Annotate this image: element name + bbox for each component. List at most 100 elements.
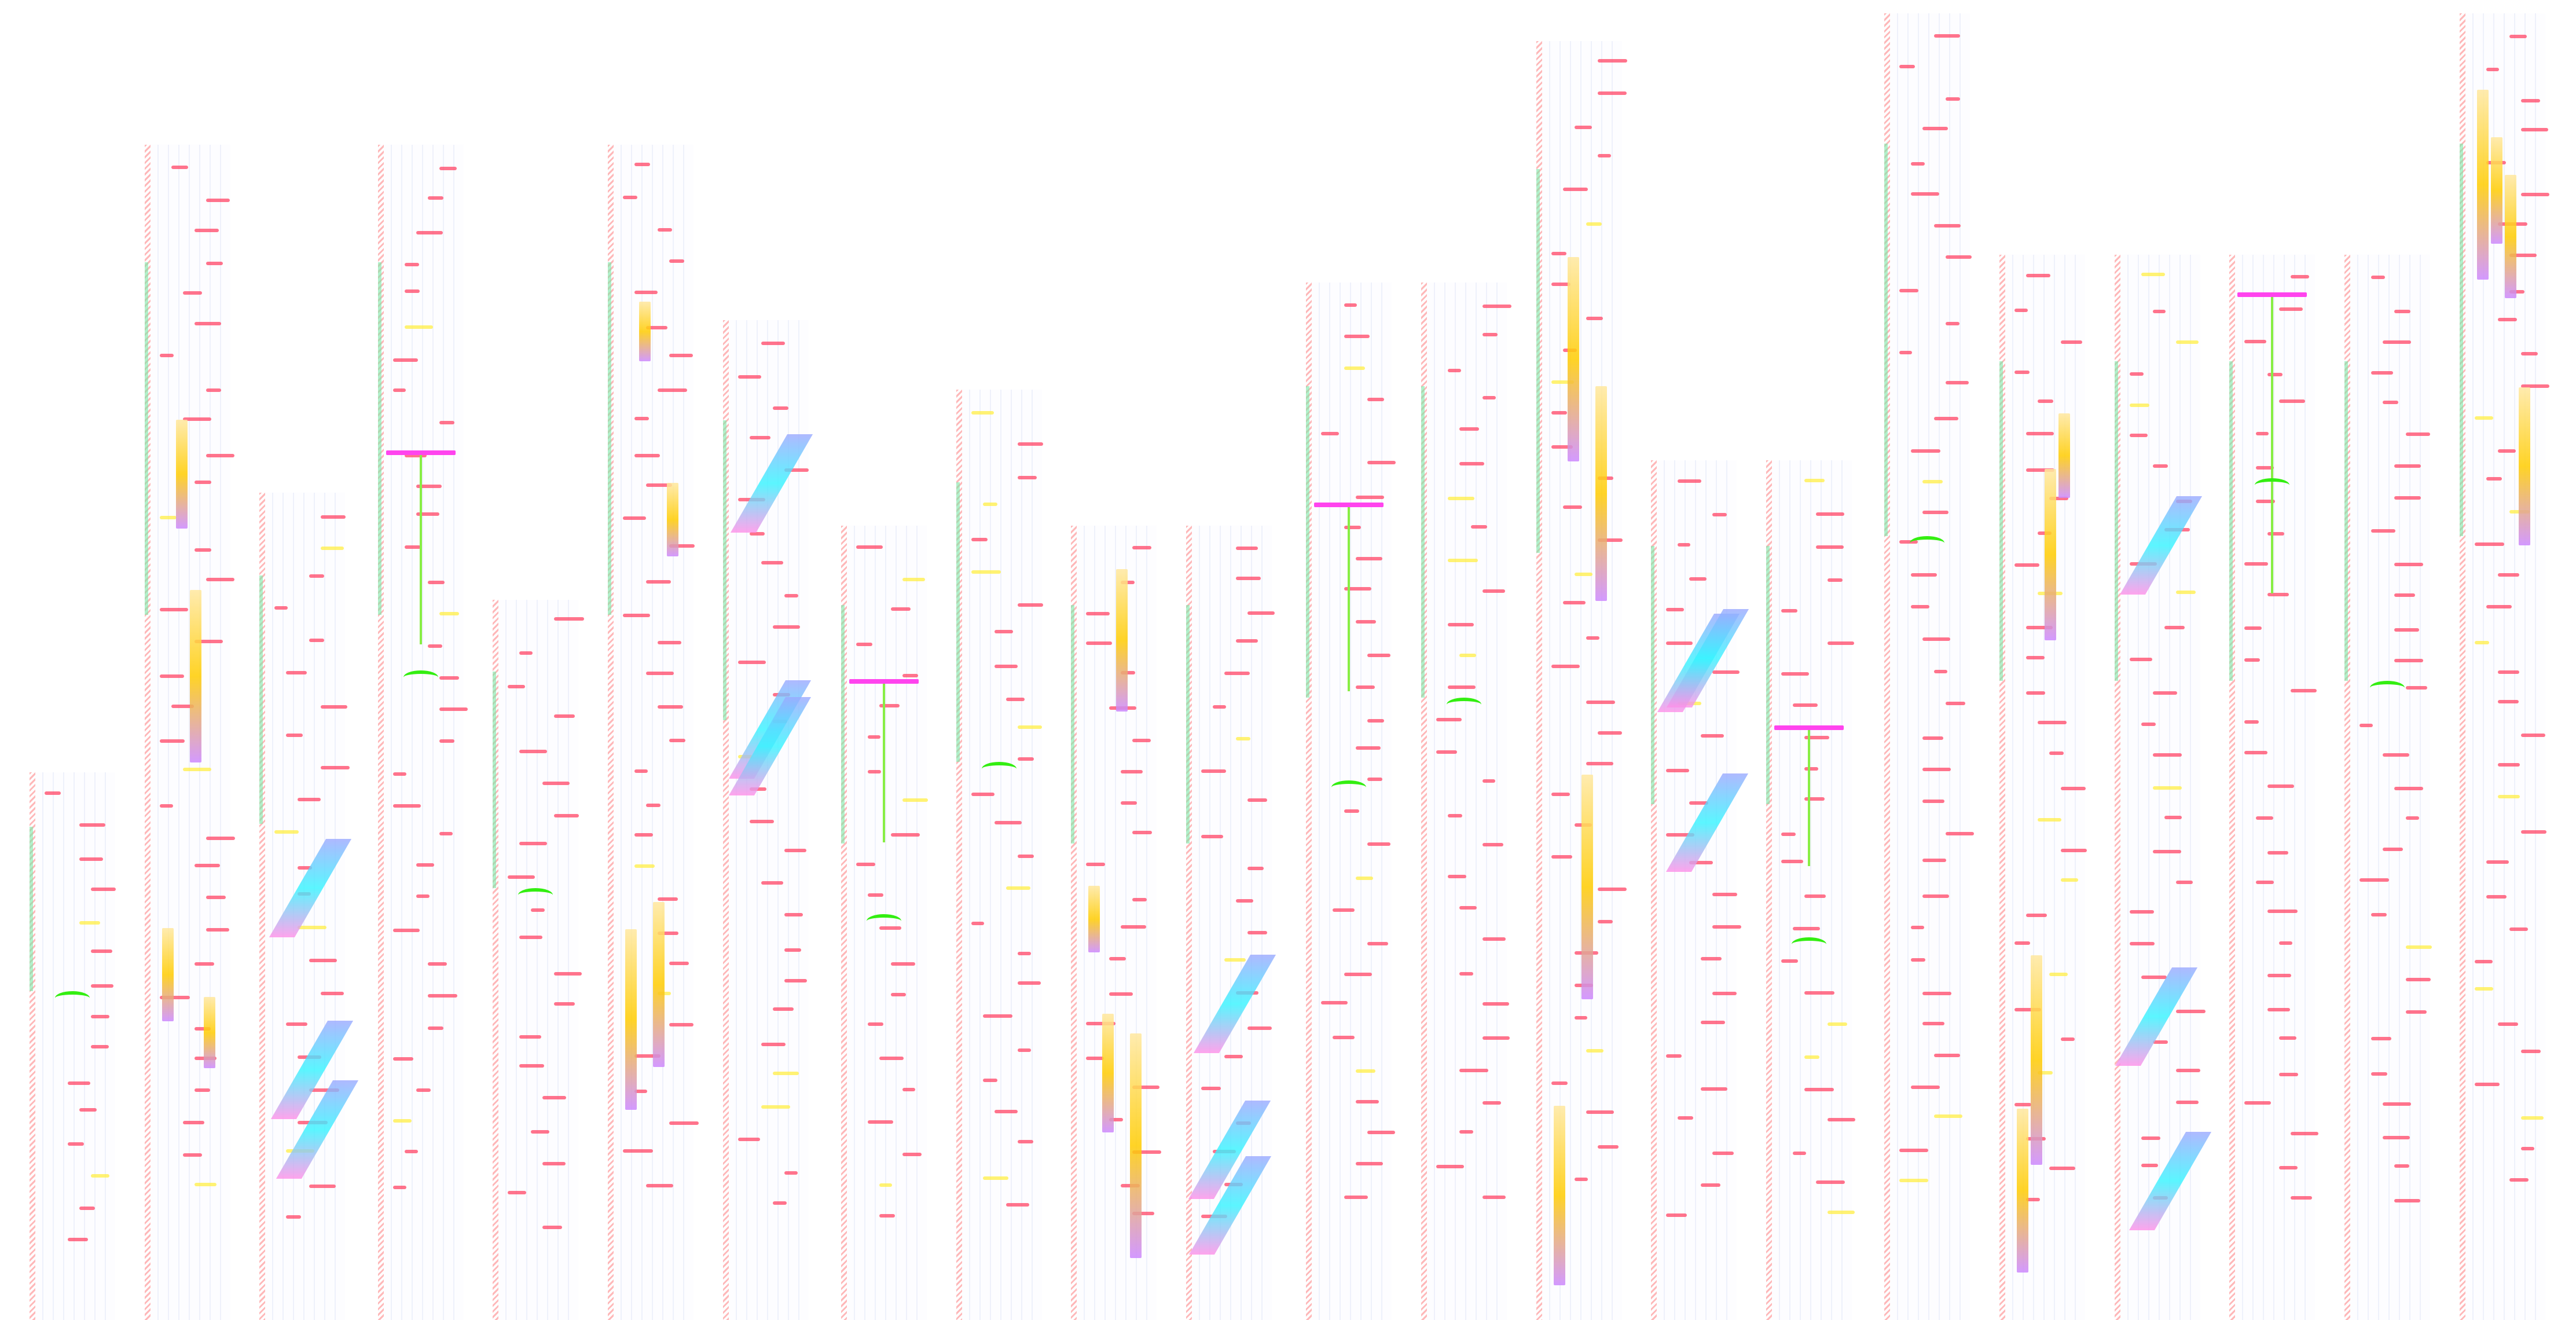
note — [879, 1214, 895, 1218]
note — [194, 864, 220, 868]
note — [2382, 340, 2412, 344]
note — [1551, 792, 1570, 796]
note — [2370, 1036, 2391, 1040]
note — [194, 548, 211, 552]
note — [519, 842, 548, 846]
note — [1436, 717, 1462, 721]
lane-line — [2388, 254, 2390, 1320]
note — [2405, 978, 2431, 982]
lane-line — [1496, 283, 1498, 1320]
note — [669, 738, 685, 742]
arc-note — [1446, 697, 1481, 712]
note — [1934, 417, 1959, 421]
note — [1132, 545, 1152, 549]
note — [206, 836, 236, 840]
hold-note — [2030, 955, 2042, 1165]
note — [2382, 753, 2409, 757]
note — [1017, 981, 1041, 985]
note — [1247, 798, 1267, 802]
lane-line — [1580, 41, 1581, 1320]
note — [1899, 350, 1913, 354]
lane-line — [557, 599, 559, 1320]
note — [1356, 1100, 1379, 1104]
lane-line — [1918, 13, 1920, 1320]
note — [1213, 705, 1227, 709]
note — [1712, 670, 1740, 674]
note — [2520, 830, 2547, 834]
lane-line — [1444, 283, 1445, 1320]
note — [1586, 700, 1616, 704]
note — [971, 538, 988, 542]
note — [784, 948, 801, 952]
note — [1551, 283, 1571, 287]
note — [79, 1108, 97, 1112]
note — [2509, 289, 2525, 294]
lane-line — [2189, 254, 2191, 1320]
note — [2509, 1178, 2529, 1182]
lane-line — [1381, 283, 1383, 1320]
note — [1922, 511, 1949, 515]
note — [2049, 973, 2068, 977]
note — [392, 388, 406, 392]
note — [2049, 497, 2068, 501]
lane-line — [787, 320, 789, 1320]
note — [971, 793, 995, 797]
lane-line — [1705, 460, 1707, 1320]
lane-line — [401, 144, 402, 1320]
column-edge-marker — [1536, 168, 1540, 553]
note — [1804, 1055, 1820, 1059]
note — [1804, 736, 1829, 740]
lane-line — [798, 320, 799, 1320]
column-edge-marker — [2229, 361, 2233, 681]
note — [2497, 795, 2520, 799]
note — [2497, 699, 2519, 703]
note — [1356, 496, 1384, 500]
lane-line — [2493, 13, 2494, 1320]
note — [2486, 67, 2499, 71]
note — [206, 578, 234, 582]
chart-column — [1766, 460, 1855, 1320]
hold-note — [653, 901, 665, 1067]
note — [1922, 637, 1950, 641]
note — [1236, 639, 1258, 643]
note — [416, 863, 435, 867]
lane-line — [1778, 460, 1780, 1320]
note — [634, 864, 655, 868]
note — [1482, 843, 1504, 847]
note — [1017, 725, 1042, 729]
note — [749, 435, 770, 439]
note — [91, 984, 114, 988]
note — [891, 833, 920, 837]
lane-line — [1789, 460, 1790, 1320]
lane-line — [505, 599, 507, 1320]
lane-line — [2305, 254, 2306, 1320]
note — [194, 1088, 211, 1092]
note — [1922, 894, 1950, 898]
note — [634, 290, 658, 294]
note — [1367, 460, 1396, 464]
note — [1017, 475, 1037, 479]
note — [646, 1183, 674, 1187]
note — [2486, 895, 2507, 899]
lane-line — [2534, 13, 2536, 1320]
note — [2256, 431, 2269, 435]
note — [1006, 886, 1030, 890]
lane-line — [1350, 283, 1352, 1320]
note — [1911, 162, 1925, 166]
note — [1586, 317, 1603, 321]
lane-line — [864, 526, 866, 1320]
note — [994, 820, 1022, 824]
note — [891, 993, 907, 997]
note — [2520, 193, 2549, 197]
lane-line — [2053, 254, 2055, 1320]
note — [1911, 1085, 1940, 1089]
note — [2382, 1136, 2410, 1140]
note — [392, 804, 421, 808]
note — [2497, 1022, 2519, 1026]
note — [542, 1096, 566, 1100]
note — [2394, 786, 2423, 790]
note — [1946, 255, 1972, 259]
note — [634, 833, 653, 837]
note — [1781, 859, 1804, 863]
lane-line — [2137, 254, 2139, 1320]
